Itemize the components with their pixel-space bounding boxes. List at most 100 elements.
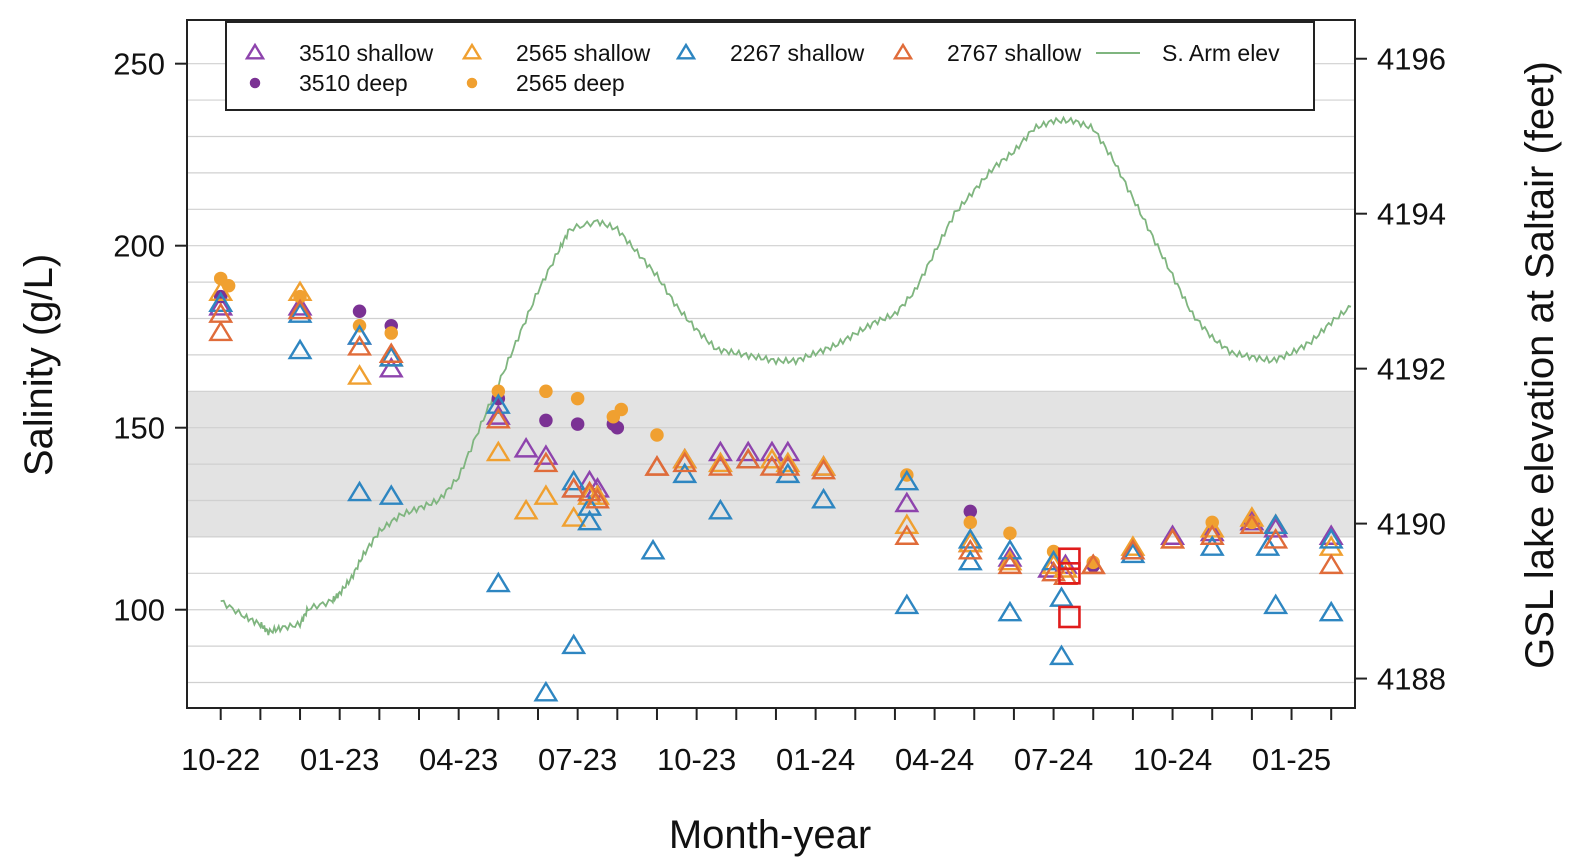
data-point bbox=[533, 451, 559, 473]
data-point bbox=[378, 345, 404, 367]
x-tick-label: 01-23 bbox=[300, 742, 379, 777]
legend-label: 2565 shallow bbox=[516, 40, 651, 66]
data-point bbox=[1318, 524, 1344, 545]
data-point bbox=[1245, 515, 1259, 530]
data-point bbox=[759, 440, 785, 462]
data-point bbox=[561, 633, 587, 655]
data-point bbox=[759, 455, 785, 476]
data-point bbox=[1263, 527, 1289, 549]
plot-frame bbox=[186, 19, 1356, 709]
data-point bbox=[811, 487, 837, 509]
data-point bbox=[352, 304, 367, 318]
data-point bbox=[957, 549, 983, 571]
data-point bbox=[384, 326, 399, 340]
data-point bbox=[577, 495, 603, 516]
data-point bbox=[672, 447, 698, 469]
data-point bbox=[707, 498, 733, 520]
data-point bbox=[287, 338, 313, 360]
data-point bbox=[1255, 535, 1281, 556]
data-point bbox=[485, 571, 511, 593]
data-point bbox=[1049, 644, 1074, 666]
data-point bbox=[485, 393, 511, 414]
data-point bbox=[208, 294, 234, 316]
marker-layer bbox=[208, 271, 1344, 702]
data-point bbox=[650, 428, 664, 442]
legend-marker bbox=[466, 77, 478, 89]
data-point bbox=[533, 484, 559, 505]
data-point bbox=[287, 294, 313, 316]
data-point bbox=[570, 417, 585, 431]
data-point bbox=[577, 469, 603, 491]
legend-label: 2267 shallow bbox=[730, 40, 865, 66]
legend-marker bbox=[249, 77, 261, 89]
data-point bbox=[614, 402, 629, 417]
data-point bbox=[577, 480, 603, 502]
data-point bbox=[775, 451, 801, 473]
data-point bbox=[1120, 542, 1146, 564]
data-point bbox=[894, 513, 920, 535]
data-point bbox=[957, 538, 983, 560]
data-point bbox=[894, 524, 920, 545]
data-point bbox=[1003, 526, 1017, 541]
legend-label: 3510 shallow bbox=[299, 40, 434, 66]
x-tick-label: 10-23 bbox=[657, 742, 736, 777]
x-tick-label: 01-24 bbox=[776, 742, 855, 777]
gridlines bbox=[187, 63, 1355, 684]
data-point bbox=[513, 436, 539, 458]
data-point bbox=[997, 600, 1023, 622]
data-point bbox=[1318, 553, 1344, 575]
data-point bbox=[1120, 538, 1146, 560]
data-point bbox=[672, 462, 698, 484]
legend-label: 2565 deep bbox=[516, 70, 625, 96]
y-tick-label-left: 250 bbox=[113, 47, 165, 82]
data-point bbox=[1199, 524, 1225, 545]
y-axis-title-right: GSL lake elevation at Saltair (feet) bbox=[1518, 61, 1562, 669]
data-point bbox=[997, 553, 1023, 575]
data-point bbox=[539, 384, 553, 399]
data-point bbox=[1058, 605, 1081, 629]
data-point bbox=[894, 593, 920, 615]
y-tick-label-right: 4196 bbox=[1377, 42, 1446, 77]
data-point bbox=[1120, 535, 1146, 556]
y-tick-label-left: 100 bbox=[113, 593, 165, 628]
legend-marker bbox=[892, 42, 914, 60]
y-axis-title-left: Salinity (g/L) bbox=[17, 254, 61, 476]
series-line-elevation bbox=[220, 115, 1352, 636]
y-tick-label-right: 4188 bbox=[1377, 662, 1446, 697]
x-tick-label: 10-24 bbox=[1133, 742, 1212, 777]
x-tick-label: 10-22 bbox=[181, 742, 260, 777]
data-point bbox=[533, 680, 559, 702]
x-tick-label: 01-25 bbox=[1252, 742, 1331, 777]
data-point bbox=[963, 515, 978, 530]
y-tick-label-right: 4192 bbox=[1377, 352, 1446, 387]
y-tick-label-right: 4194 bbox=[1377, 197, 1446, 232]
data-point bbox=[485, 404, 511, 425]
data-point bbox=[533, 444, 559, 465]
data-point bbox=[1263, 513, 1289, 535]
data-point bbox=[707, 451, 733, 473]
data-point bbox=[1318, 527, 1344, 549]
data-point bbox=[997, 546, 1023, 567]
data-point bbox=[539, 413, 553, 428]
x-tick-label: 07-23 bbox=[538, 742, 617, 777]
data-point bbox=[287, 298, 313, 320]
data-point bbox=[561, 477, 587, 498]
x-tick-label: 04-23 bbox=[419, 742, 498, 777]
data-point bbox=[775, 440, 801, 462]
data-point bbox=[1058, 562, 1081, 585]
data-point bbox=[347, 335, 373, 356]
data-point bbox=[997, 538, 1023, 560]
legend-marker bbox=[244, 42, 266, 60]
y-tick-label-left: 200 bbox=[113, 229, 165, 264]
data-point bbox=[610, 420, 625, 435]
x-tick-label: 07-24 bbox=[1014, 742, 1093, 777]
data-point bbox=[293, 289, 307, 304]
data-point bbox=[1318, 600, 1344, 622]
data-point bbox=[221, 278, 236, 293]
data-point bbox=[1199, 535, 1225, 556]
data-point bbox=[485, 407, 511, 429]
data-point bbox=[811, 458, 837, 480]
data-point bbox=[347, 364, 373, 385]
legend-marker bbox=[675, 42, 697, 60]
